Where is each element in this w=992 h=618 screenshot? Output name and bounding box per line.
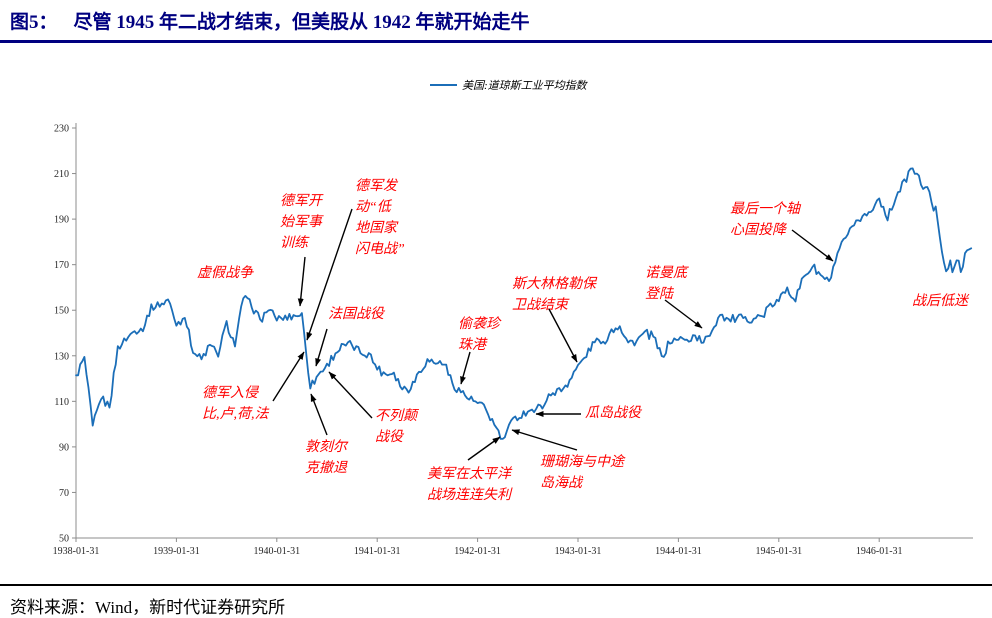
legend-label: 美国:道琼斯工业平均指数: [462, 79, 589, 92]
annotation-arrow-german-military-training: [297, 256, 306, 307]
annotation-arrow-last-axis-surrender: [791, 229, 834, 262]
figure-footer: 资料来源：Wind，新时代证券研究所: [0, 584, 992, 618]
annotation-stalingrad-end: 斯大林格勒保卫战结束: [512, 276, 598, 313]
annotation-phoney-war: 虚假战争: [197, 265, 254, 281]
x-axis-tick-label: 1942-01-31: [454, 546, 501, 557]
source-text: 资料来源：Wind，新时代证券研究所: [10, 598, 286, 617]
dow-jones-line: [75, 167, 973, 440]
y-axis-tick-label: 90: [59, 442, 69, 453]
annotation-battle-of-france: 法国战役: [328, 306, 386, 322]
annotation-arrow-us-pacific-defeats: [467, 436, 501, 461]
annotation-arrow-pearl-harbor-attack: [460, 351, 471, 385]
y-axis-tick-label: 210: [54, 169, 69, 180]
x-axis-tick-label: 1938-01-31: [53, 546, 100, 557]
annotation-arrow-stalingrad-end: [548, 308, 578, 363]
annotation-guadalcanal-campaign: 瓜岛战役: [585, 405, 643, 421]
y-axis-tick-label: 190: [54, 215, 69, 226]
y-axis-tick-label: 110: [54, 397, 69, 408]
annotation-arrow-battle-of-britain: [328, 371, 373, 419]
y-axis-tick-label: 70: [59, 488, 69, 499]
figure-label: 图5：: [10, 12, 58, 33]
x-axis-tick-label: 1946-01-31: [856, 546, 903, 557]
x-axis-tick-label: 1944-01-31: [655, 546, 702, 557]
annotation-arrow-low-countries-blitzkrieg: [306, 208, 353, 341]
annotation-postwar-slump: 战后低迷: [912, 293, 970, 309]
annotation-us-pacific-defeats: 美军在太平洋战场连连失利: [427, 466, 513, 503]
title-underline: [0, 40, 992, 43]
y-axis-tick-label: 230: [54, 124, 69, 135]
figure-title: 尽管 1945 年二战才结束，但美股从 1942 年就开始走牛: [73, 12, 530, 33]
x-axis-tick-label: 1943-01-31: [555, 546, 602, 557]
annotation-arrow-battle-of-france: [315, 328, 328, 367]
annotation-arrow-coral-sea-midway: [511, 429, 578, 451]
annotation-arrow-invasion-of-low-countries: [272, 351, 305, 402]
annotation-normandy-landings: 诺曼底登陆: [645, 265, 689, 302]
annotation-coral-sea-midway: 珊瑚海与中途岛海战: [540, 454, 626, 491]
annotation-invasion-of-low-countries: 德军入侵比,卢,荷,法: [202, 385, 269, 422]
annotation-last-axis-surrender: 最后一个轴心国投降: [730, 201, 802, 238]
annotation-dunkirk-evacuation: 敦刻尔克撤退: [305, 439, 349, 476]
x-axis-tick-label: 1940-01-31: [253, 546, 300, 557]
x-axis-tick-label: 1939-01-31: [153, 546, 200, 557]
legend-group: 美国:道琼斯工业平均指数: [430, 79, 589, 92]
y-axis-tick-label: 130: [54, 351, 69, 362]
annotation-german-military-training: 德军开始军事训练: [280, 193, 324, 251]
y-axis-tick-label: 170: [54, 260, 69, 271]
annotation-low-countries-blitzkrieg: 德军发动“低地国家闪电战”: [355, 178, 405, 257]
figure-header: 图5： 尽管 1945 年二战才结束，但美股从 1942 年就开始走牛: [10, 7, 530, 34]
x-axis-tick-label: 1945-01-31: [755, 546, 802, 557]
annotation-arrow-dunkirk-evacuation: [310, 393, 328, 436]
annotation-battle-of-britain: 不列颠战役: [375, 408, 420, 445]
y-axis-tick-label: 50: [59, 534, 69, 545]
annotation-pearl-harbor-attack: 偷袭珍珠港: [458, 316, 502, 353]
series-group: [75, 167, 973, 440]
y-axis-tick-label: 150: [54, 306, 69, 317]
x-axis-tick-label: 1941-01-31: [354, 546, 401, 557]
annotation-arrow-normandy-landings: [664, 299, 703, 329]
